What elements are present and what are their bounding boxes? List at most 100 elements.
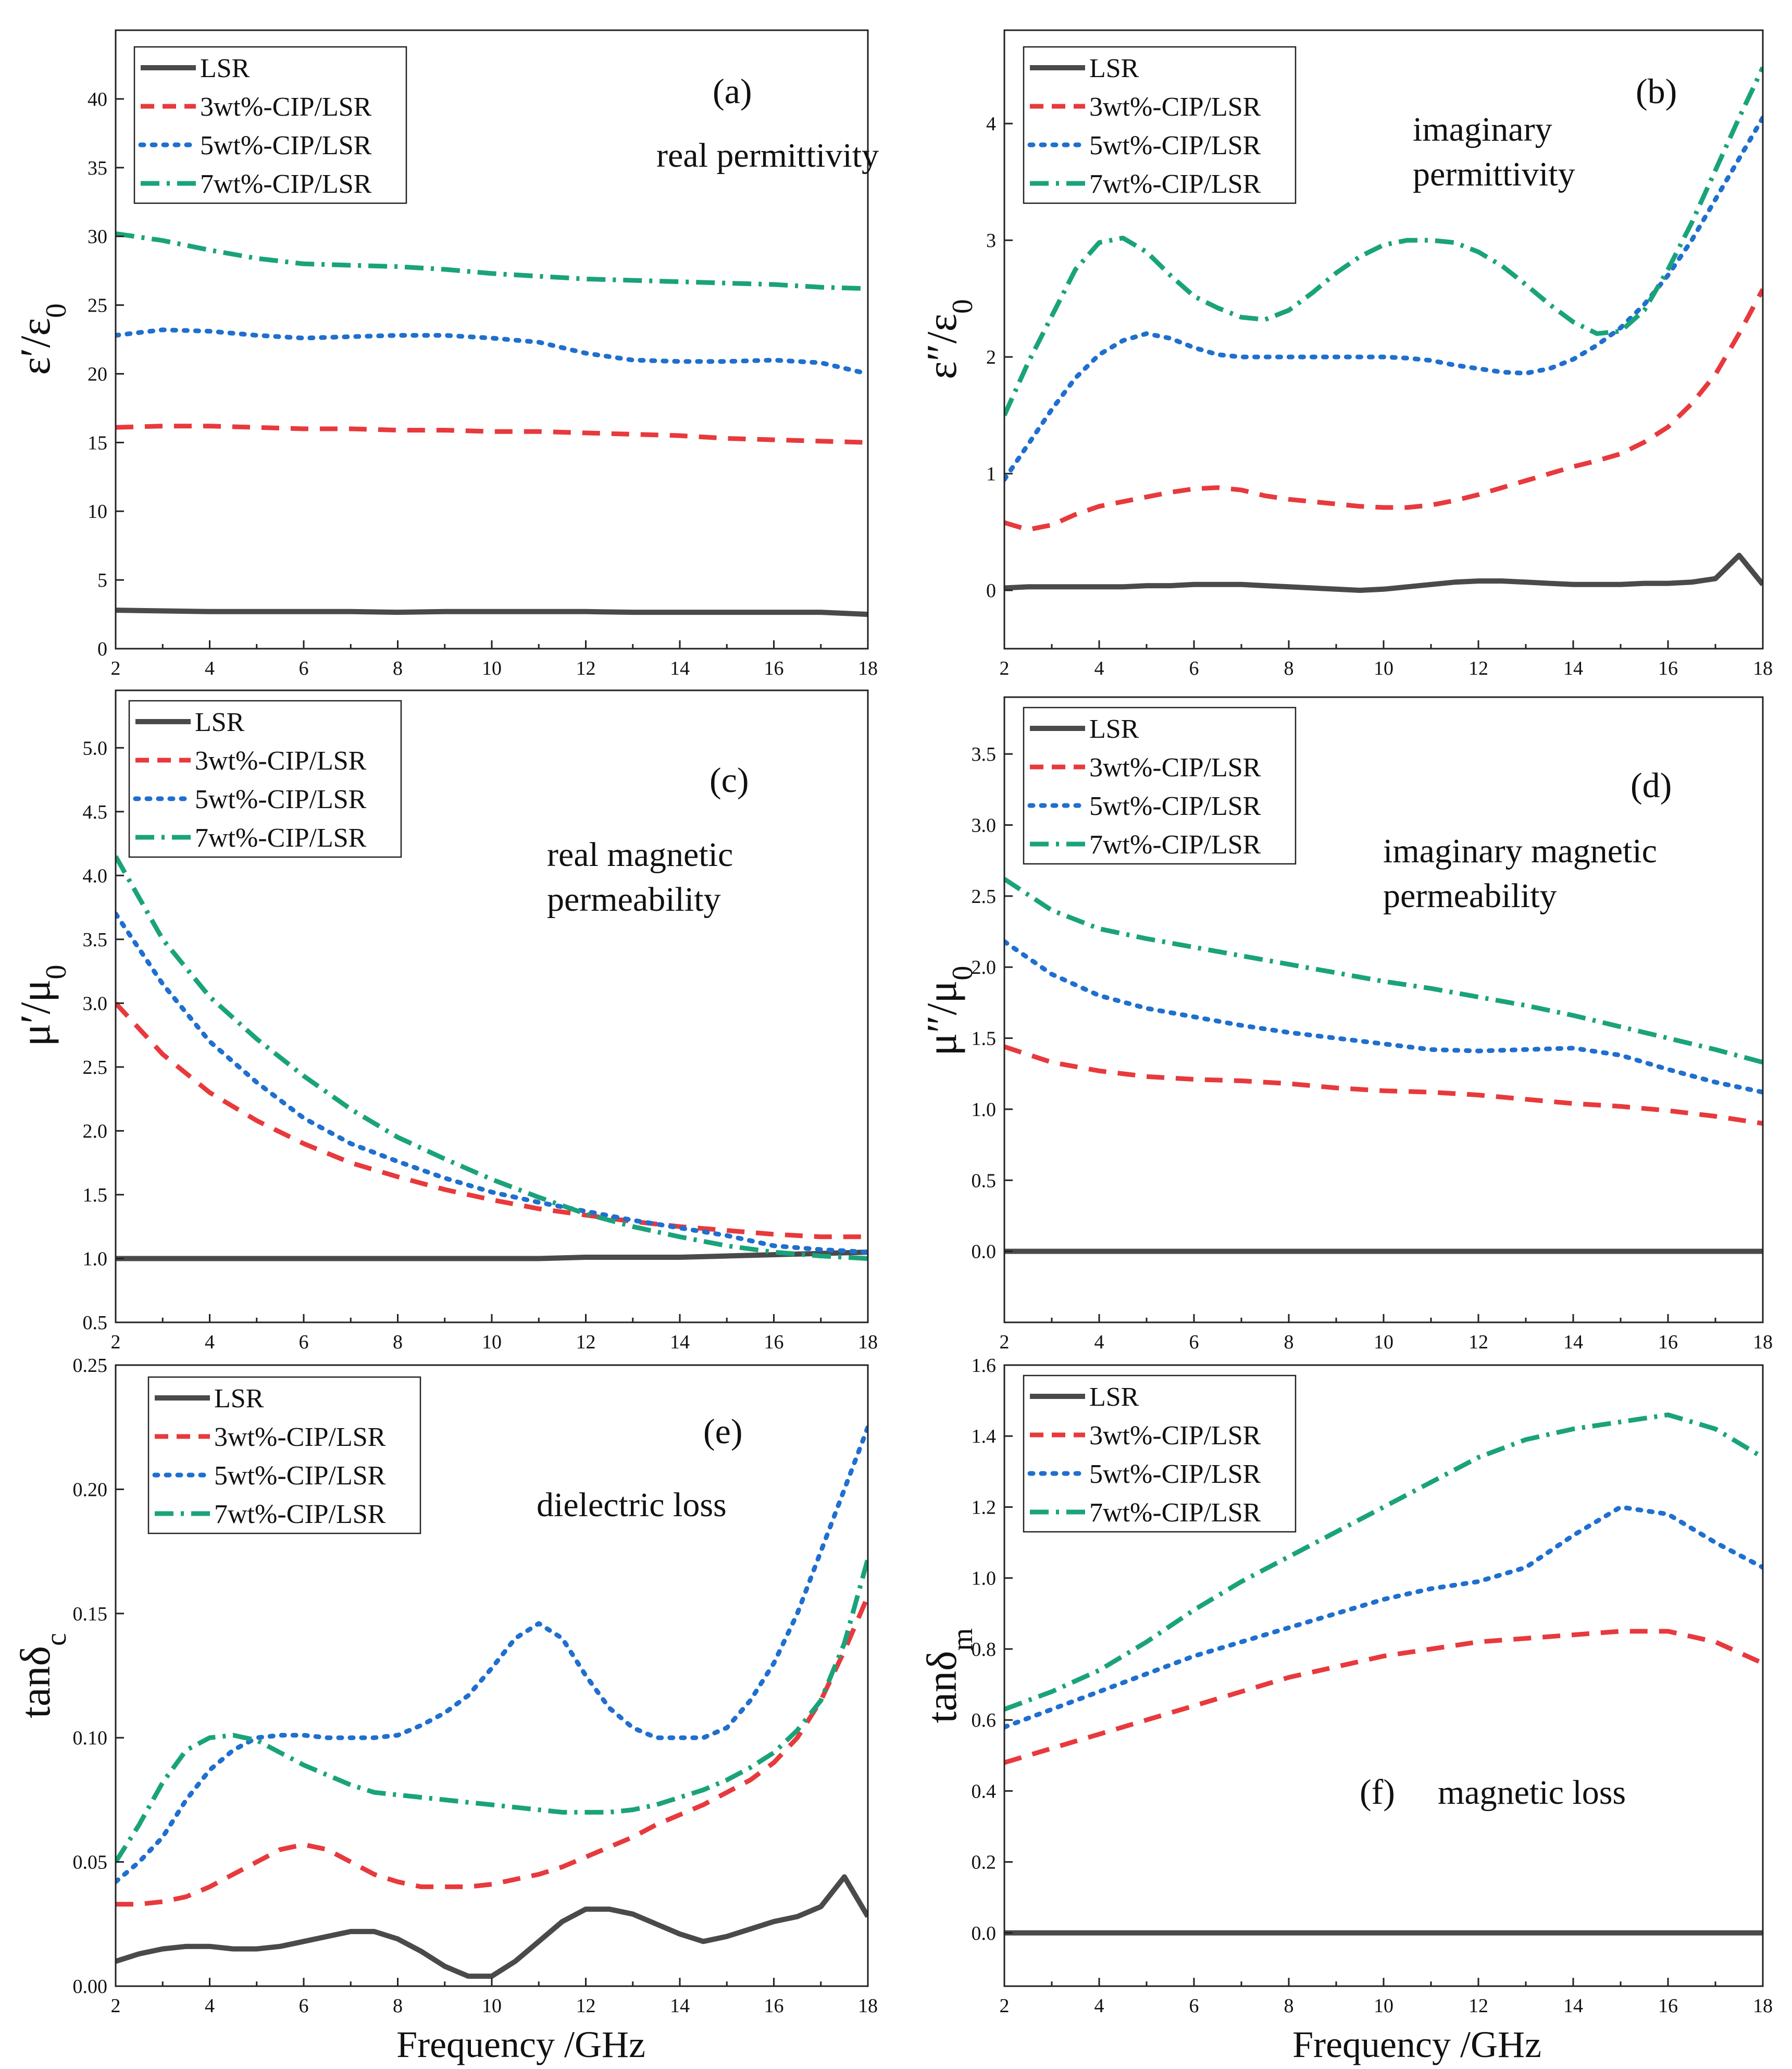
x-tick-label: 2	[1000, 658, 1010, 679]
legend-label-1: LSR	[214, 1384, 264, 1414]
x-tick-label: 18	[1753, 1995, 1773, 2017]
y-tick-label: 0	[97, 638, 107, 660]
x-tick-label: 12	[1469, 658, 1488, 679]
x-tick-label: 14	[670, 1331, 690, 1353]
series-line-4	[1004, 1412, 1763, 1712]
y-tick-label: 25	[88, 295, 107, 317]
x-tick-label: 10	[482, 1331, 502, 1353]
x-tick-label: 18	[858, 1995, 878, 2017]
y-tick-label: 0.4	[972, 1780, 997, 1802]
y-axis-title-subscript: 0	[40, 303, 72, 318]
legend-label-4: 7wt%-CIP/LSR	[200, 169, 372, 199]
y-axis-title: μ′/μ0	[11, 965, 72, 1047]
x-tick-label: 16	[1658, 1331, 1678, 1353]
x-tick-label: 16	[1658, 1995, 1678, 2017]
legend-label-3: 5wt%-CIP/LSR	[200, 131, 372, 160]
y-tick-label: 0.25	[73, 1355, 108, 1377]
x-tick-label: 16	[764, 658, 784, 679]
x-tick-label: 16	[764, 1995, 784, 2017]
y-tick-label: 2.5	[83, 1057, 108, 1079]
x-tick-label: 2	[1000, 1331, 1010, 1353]
x-tick-label: 12	[576, 1331, 596, 1353]
y-tick-label: 1	[986, 463, 996, 485]
y-tick-label: 3	[986, 230, 996, 252]
series-line-2	[116, 424, 868, 445]
x-tick-label: 16	[764, 1331, 784, 1353]
panel-annotation: imaginary magnetic	[1383, 832, 1657, 870]
legend-label-4: 7wt%-CIP/LSR	[214, 1500, 386, 1529]
x-tick-label: 6	[1189, 1995, 1199, 2017]
y-axis-title: ε′/ε0	[11, 303, 72, 375]
x-tick-label: 2	[1000, 1995, 1010, 2017]
panel-annotation: dielectric loss	[537, 1486, 727, 1524]
y-tick-label: 4	[986, 113, 996, 135]
y-tick-label: 4.5	[83, 801, 108, 823]
panel-annotation: magnetic loss	[1438, 1774, 1626, 1812]
x-tick-label: 6	[299, 1331, 309, 1353]
y-tick-label: 2	[986, 346, 996, 368]
x-tick-label: 4	[1094, 658, 1104, 679]
y-tick-label: 1.6	[972, 1355, 997, 1377]
legend-label-3: 5wt%-CIP/LSR	[195, 785, 367, 814]
legend-box	[1023, 46, 1297, 204]
x-tick-label: 8	[1284, 658, 1294, 679]
y-tick-label: 1.5	[972, 1028, 997, 1050]
y-axis-title: tanδc	[11, 1633, 72, 1718]
legend-label-4: 7wt%-CIP/LSR	[1089, 830, 1261, 860]
x-tick-label: 10	[482, 1995, 502, 2017]
series-line-2	[116, 1001, 868, 1240]
x-tick-label: 8	[393, 658, 403, 679]
y-tick-label: 0.0	[972, 1923, 997, 1944]
series-line-3	[1004, 1505, 1763, 1730]
y-axis-title-main: tanδ	[918, 1651, 965, 1723]
y-tick-label: 0.5	[972, 1170, 997, 1192]
y-tick-label: 40	[88, 89, 107, 110]
y-tick-label: 0.00	[73, 1976, 108, 1998]
y-tick-label: 30	[88, 226, 107, 248]
chart-panel-6: 2 4 6 8 10 12 14 16 18 0.0 0.2 0.4 0.6 0.8 1.0 1.2 1.4 1.…	[918, 1355, 1773, 2017]
x-tick-label: 10	[482, 658, 502, 679]
chart-panel-2: 2 4 6 8 10 12 14 16 1801234ε″/ε0LSR3wt%-CIP/LSR5…	[918, 29, 1773, 679]
y-axis-title-subscript: 0	[947, 966, 979, 981]
series-line-3	[116, 327, 868, 376]
x-tick-label: 14	[1563, 1331, 1583, 1353]
x-tick-label: 12	[576, 658, 596, 679]
y-axis-title-main: tanδ	[11, 1646, 59, 1718]
y-tick-label: 0.6	[972, 1709, 997, 1731]
y-tick-label: 1.0	[972, 1099, 997, 1121]
y-tick-label: 0	[986, 580, 996, 602]
x-tick-label: 14	[670, 658, 690, 679]
y-axis-title-main: ε′/ε	[11, 318, 59, 375]
y-tick-label: 1.0	[83, 1248, 108, 1270]
y-tick-label: 3.0	[972, 814, 997, 836]
legend-label-2: 3wt%-CIP/LSR	[214, 1422, 386, 1452]
legend-label-3: 5wt%-CIP/LSR	[1089, 131, 1261, 160]
y-axis-title-main: ε″/ε	[918, 314, 965, 379]
y-tick-label: 2.0	[972, 957, 997, 978]
panel-annotation: real permittivity	[656, 137, 879, 175]
y-tick-label: 3.5	[83, 929, 108, 951]
x-tick-label: 18	[1753, 1331, 1773, 1353]
series-line-3	[1004, 939, 1763, 1095]
x-tick-label: 2	[111, 1331, 121, 1353]
x-tick-label: 10	[1374, 1995, 1393, 2017]
series-line-1	[1004, 552, 1763, 593]
legend-box	[1023, 1374, 1297, 1533]
legend-label-4: 7wt%-CIP/LSR	[195, 823, 367, 853]
panel-label: (c)	[710, 760, 749, 800]
x-tick-label: 12	[1469, 1331, 1488, 1353]
series-line-4	[116, 231, 868, 291]
x-tick-label: 4	[1094, 1995, 1104, 2017]
y-tick-label: 5.0	[83, 737, 108, 759]
series-line-2	[1004, 1629, 1763, 1765]
x-tick-label: 2	[111, 658, 121, 679]
series-line-4	[1004, 66, 1763, 416]
legend-label-4: 7wt%-CIP/LSR	[1089, 1498, 1261, 1528]
panel-annotation: permeability	[547, 881, 721, 919]
y-tick-label: 0.2	[972, 1852, 997, 1874]
legend-label-1: LSR	[200, 54, 250, 83]
y-tick-label: 1.0	[972, 1568, 997, 1590]
series-line-1	[116, 608, 868, 617]
y-axis-title-subscript: 0	[947, 299, 979, 314]
panel-label: (a)	[713, 71, 752, 111]
